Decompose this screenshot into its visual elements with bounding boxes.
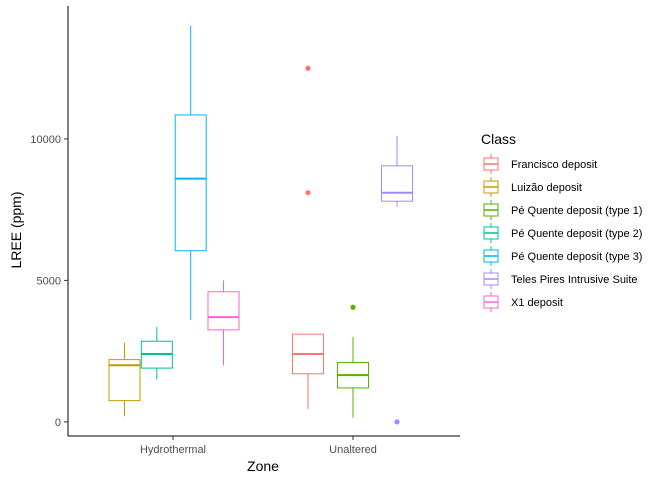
legend-label: Teles Pires Intrusive Suite [511, 274, 638, 286]
y-axis-title: LREE (ppm) [8, 191, 24, 268]
legend-entry-2: Pé Quente deposit (type 1) [483, 200, 642, 220]
x-tick-label-0: Hydrothermal [140, 444, 206, 456]
legend: Class Francisco deposit Luizão deposit Pé … [481, 131, 642, 312]
y-tick-label-2: 10000 [30, 134, 61, 146]
box-4-0 [174, 25, 207, 321]
y-axis: 0 5000 10000 [30, 6, 69, 436]
legend-entry-5: Teles Pires Intrusive Suite [483, 269, 638, 289]
outlier-point-0 [394, 419, 400, 425]
box-body [207, 291, 240, 331]
box-body [174, 114, 207, 252]
x-tick-label-1: Unaltered [329, 444, 377, 456]
box-body [381, 165, 413, 202]
legend-entry-3: Pé Quente deposit (type 2) [483, 223, 642, 243]
x-axis-title: Zone [247, 458, 279, 474]
legend-entry-0: Francisco deposit [483, 154, 597, 174]
outlier-point-0 [305, 190, 311, 196]
legend-entry-6: X1 deposit [483, 292, 563, 312]
box-3-0 [140, 327, 173, 380]
plot-panel [108, 25, 413, 425]
legend-label: X1 deposit [511, 297, 563, 309]
box-6-0 [207, 280, 240, 366]
legend-label: Francisco deposit [511, 159, 597, 171]
box-0-0 [292, 65, 324, 410]
outlier-point-1 [305, 65, 311, 71]
outlier-point-0 [350, 304, 356, 310]
legend-entry-1: Luizão deposit [483, 177, 582, 197]
box-1-0 [108, 342, 141, 417]
legend-label: Pé Quente deposit (type 2) [511, 228, 642, 240]
y-tick-label-0: 0 [55, 417, 61, 429]
box-body [108, 359, 141, 402]
box-5-0 [381, 136, 413, 425]
legend-label: Pé Quente deposit (type 3) [511, 251, 642, 263]
x-axis: Hydrothermal Unaltered [68, 435, 460, 456]
legend-title: Class [481, 131, 516, 147]
legend-label: Luizão deposit [511, 182, 582, 194]
legend-label: Pé Quente deposit (type 1) [511, 205, 642, 217]
y-tick-label-1: 5000 [37, 275, 61, 287]
legend-entry-4: Pé Quente deposit (type 3) [483, 246, 642, 266]
box-2-0 [337, 304, 369, 418]
